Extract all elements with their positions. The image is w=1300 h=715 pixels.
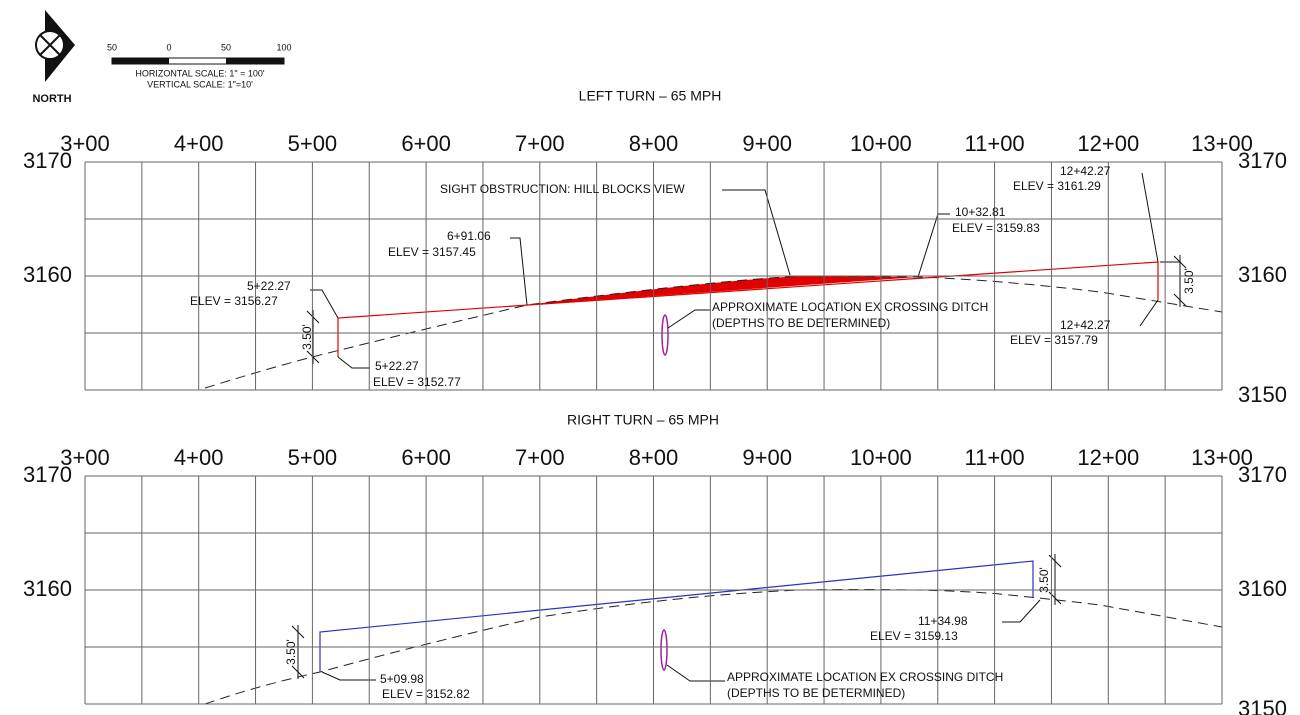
station-label: 5+00 <box>288 445 338 470</box>
station-label: 10+00 <box>850 445 912 470</box>
scale-tick: 100 <box>276 42 291 52</box>
annotation: ELEV = 3157.45 <box>388 245 476 259</box>
station-label: 12+00 <box>1077 445 1139 470</box>
station-label: 12+00 <box>1077 131 1139 156</box>
scale-tick: 0 <box>166 42 171 52</box>
annotation: ELEV = 3159.83 <box>952 221 1040 235</box>
station-label: 11+00 <box>965 445 1025 470</box>
annotation: 3.50' <box>1037 567 1051 593</box>
annotation: APPROXIMATE LOCATION EX CROSSING DITCH <box>712 300 988 314</box>
scale-bar <box>111 57 285 65</box>
elevation-label: 3160 <box>1238 262 1287 287</box>
annotation: ELEV = 3152.82 <box>382 687 470 701</box>
annotation: SIGHT OBSTRUCTION: HILL BLOCKS VIEW <box>440 182 685 196</box>
sight-line <box>337 261 1159 357</box>
north-arrow <box>35 10 75 82</box>
station-label: 10+00 <box>850 131 912 156</box>
profile-title: LEFT TURN – 65 MPH <box>579 88 722 104</box>
annotation: 10+32.81 <box>955 205 1006 219</box>
station-label: 8+00 <box>629 131 679 156</box>
ground-line <box>204 275 1223 389</box>
elevation-label: 3160 <box>1238 576 1287 601</box>
annotation: ELEV = 3159.13 <box>870 629 958 643</box>
annotation: (DEPTHS TO BE DETERMINED) <box>727 686 905 700</box>
ditch <box>660 629 668 671</box>
obstruction-area <box>527 276 918 305</box>
elevation-label: 3160 <box>23 576 72 601</box>
annotation: ELEV = 3152.77 <box>373 375 461 389</box>
annotation: 6+91.06 <box>447 229 491 243</box>
station-label: 3+00 <box>60 445 110 470</box>
station-label: 4+00 <box>174 445 224 470</box>
elevation-label: 3150 <box>1238 382 1287 407</box>
annotation: ELEV = 3156.27 <box>190 294 278 308</box>
station-label: 13+00 <box>1191 131 1253 156</box>
elevation-label: 3170 <box>23 148 72 173</box>
station-label: 3+00 <box>60 131 110 156</box>
station-label: 9+00 <box>742 131 792 156</box>
elevation-label: 3170 <box>1238 462 1287 487</box>
annotation: ELEV = 3157.79 <box>1010 333 1098 347</box>
annotation: 5+09.98 <box>380 672 424 686</box>
station-label: 4+00 <box>174 131 224 156</box>
dimension <box>291 554 1062 682</box>
scale-tick: 50 <box>221 42 231 52</box>
station-label: 13+00 <box>1191 445 1253 470</box>
station-label: 6+00 <box>401 445 451 470</box>
elevation-label: 3170 <box>23 462 72 487</box>
scale-note: VERTICAL SCALE: 1"=10' <box>147 79 253 89</box>
elevation-label: 3160 <box>23 262 72 287</box>
station-label: 7+00 <box>515 445 565 470</box>
ditch <box>661 314 669 356</box>
station-label: 7+00 <box>515 131 565 156</box>
annotation: 3.50' <box>284 639 298 665</box>
station-label: 11+00 <box>965 131 1025 156</box>
station-label: 6+00 <box>401 131 451 156</box>
annotation: (DEPTHS TO BE DETERMINED) <box>712 316 890 330</box>
annotation: 3.50' <box>300 324 314 350</box>
annotation: 5+22.27 <box>247 279 291 293</box>
annotation: APPROXIMATE LOCATION EX CROSSING DITCH <box>727 670 1003 684</box>
station-label: 9+00 <box>742 445 792 470</box>
sight-line <box>319 560 1034 672</box>
annotation: 3.50' <box>1182 268 1196 294</box>
annotation: ELEV = 3161.29 <box>1013 179 1101 193</box>
profile-title: RIGHT TURN – 65 MPH <box>567 412 719 428</box>
annotation: 11+34.98 <box>918 614 968 628</box>
north-label: NORTH <box>32 93 71 105</box>
annotation: 12+42.27 <box>1060 318 1111 332</box>
scale-note: HORIZONTAL SCALE: 1" = 100' <box>135 68 264 78</box>
scale-tick: 50 <box>107 42 117 52</box>
elevation-label: 3170 <box>1238 148 1287 173</box>
station-label: 8+00 <box>629 445 679 470</box>
station-label: 5+00 <box>288 131 338 156</box>
annotation: 12+42.27 <box>1060 164 1111 178</box>
elevation-label: 3150 <box>1238 696 1287 715</box>
annotation: 5+22.27 <box>375 359 419 373</box>
